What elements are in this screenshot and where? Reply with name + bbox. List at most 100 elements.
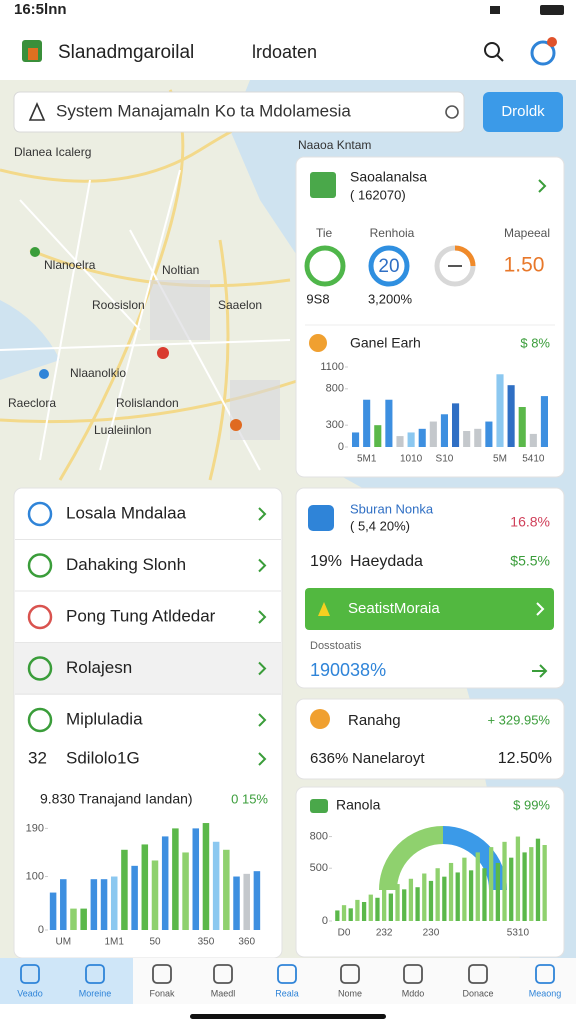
map-pin[interactable] — [39, 369, 49, 379]
nav-label[interactable]: Reala — [275, 988, 299, 998]
nav-icon[interactable] — [85, 964, 105, 984]
bar — [542, 845, 547, 921]
bar — [172, 828, 179, 930]
menu-icon — [27, 501, 53, 527]
y-tick-label: 190 — [26, 822, 44, 834]
bar — [415, 887, 420, 921]
map-pin[interactable] — [230, 419, 242, 431]
bar — [202, 823, 210, 930]
chevron[interactable] — [258, 713, 267, 727]
bar — [375, 897, 380, 921]
card-subtitle: ( 5,4 20%) — [350, 518, 410, 533]
map-pin[interactable] — [30, 247, 40, 257]
rank-card — [295, 698, 565, 780]
refresh-icon[interactable] — [445, 105, 459, 119]
water — [0, 300, 60, 380]
chevron[interactable] — [258, 558, 267, 573]
menu-item[interactable]: Losala Mndalaa — [66, 503, 187, 522]
bar — [396, 436, 404, 447]
card-icon — [310, 709, 330, 729]
bar — [368, 894, 373, 921]
ring — [304, 245, 346, 287]
bar — [363, 399, 371, 447]
button-label[interactable]: SeatistMoraia — [348, 600, 440, 617]
nav-label[interactable]: Mddo — [402, 988, 425, 998]
map-label: Naaoa Kntam — [298, 138, 371, 152]
nav-icon[interactable] — [277, 964, 297, 984]
nav-arrow-icon — [28, 102, 46, 121]
bar — [341, 905, 347, 921]
bar — [253, 871, 261, 930]
x-tick-label: 1M1 — [105, 937, 125, 948]
x-tick-label: 5M — [493, 454, 507, 465]
action-button[interactable] — [305, 588, 554, 630]
map-label: Lualeiinlon — [94, 423, 151, 437]
search-button[interactable] — [483, 92, 563, 132]
bar — [223, 849, 230, 930]
chevron[interactable] — [536, 602, 545, 616]
bar — [161, 836, 169, 930]
card-title: Sburan Nonka — [350, 501, 434, 516]
y-tick-label: 800 — [326, 383, 344, 395]
nav-icon[interactable] — [468, 964, 488, 984]
nav-label[interactable]: Meaong — [529, 988, 562, 998]
chevron[interactable] — [258, 507, 267, 521]
bar — [408, 878, 414, 921]
menu-item[interactable]: Mipluladia — [66, 709, 143, 728]
y-tick-label: 0 — [322, 915, 328, 927]
map-label: Raeclora — [8, 396, 56, 410]
chart-title: Ranola — [336, 797, 381, 813]
nav-icon[interactable] — [152, 964, 172, 984]
search-bar[interactable] — [13, 91, 465, 133]
menu-icon — [27, 604, 53, 630]
nav-label[interactable]: Fonak — [149, 988, 175, 998]
card-title: Saoalanalsa — [350, 169, 427, 185]
bar — [388, 893, 393, 921]
search-placeholder: System Manajamaln Ko ta Mdolamesia — [56, 101, 351, 120]
y-tick-label: 300 — [326, 419, 344, 431]
chevron[interactable] — [258, 752, 267, 766]
metric-label: Tie — [316, 226, 333, 240]
chevron[interactable] — [538, 179, 547, 193]
nav-label[interactable]: Donace — [462, 988, 493, 998]
bar — [452, 403, 460, 447]
bar — [485, 421, 493, 447]
bar — [192, 828, 200, 930]
map-label: Rolislandon — [116, 396, 179, 410]
app-title: Slanadmgaroilal — [58, 42, 194, 63]
search-button-label[interactable]: Droldk — [501, 103, 545, 120]
bar — [182, 852, 189, 930]
bar — [131, 865, 138, 930]
card-change: 16.8% — [510, 514, 550, 530]
nav-label[interactable]: Nome — [338, 988, 362, 998]
chevron[interactable] — [258, 661, 267, 676]
search-icon[interactable] — [484, 42, 500, 58]
status-time: 16:5lnn — [14, 1, 67, 18]
menu-item[interactable]: Pong Tung Atldedar — [66, 606, 216, 625]
row-change: $5.5% — [510, 553, 550, 569]
bar — [100, 879, 108, 930]
avatar[interactable] — [530, 40, 556, 66]
y-tick-label: 0 — [338, 441, 344, 453]
donut-arc — [379, 826, 444, 891]
nav-label[interactable]: Moreine — [79, 988, 112, 998]
row-value: 636% — [310, 750, 348, 767]
metric-label: Renhoia — [370, 226, 415, 240]
nav-icon[interactable] — [213, 964, 233, 984]
nav-icon[interactable] — [403, 964, 423, 984]
menu-item[interactable]: Dahaking Slonh — [66, 555, 186, 574]
nav-icon[interactable] — [20, 964, 40, 984]
nav-icon[interactable] — [340, 964, 360, 984]
nav-icon[interactable] — [535, 964, 555, 984]
map-pin[interactable] — [157, 347, 169, 359]
bar — [468, 870, 474, 921]
chevron[interactable] — [258, 610, 267, 624]
bar — [435, 868, 440, 921]
nav-label[interactable]: Veado — [17, 988, 43, 998]
menu-item[interactable]: Rolajesn — [66, 658, 132, 677]
nav-label[interactable]: Maedl — [211, 988, 236, 998]
bar — [518, 407, 526, 447]
arrow[interactable] — [532, 664, 548, 678]
map-label: Saaelon — [218, 298, 262, 312]
menu-icon — [27, 656, 53, 681]
